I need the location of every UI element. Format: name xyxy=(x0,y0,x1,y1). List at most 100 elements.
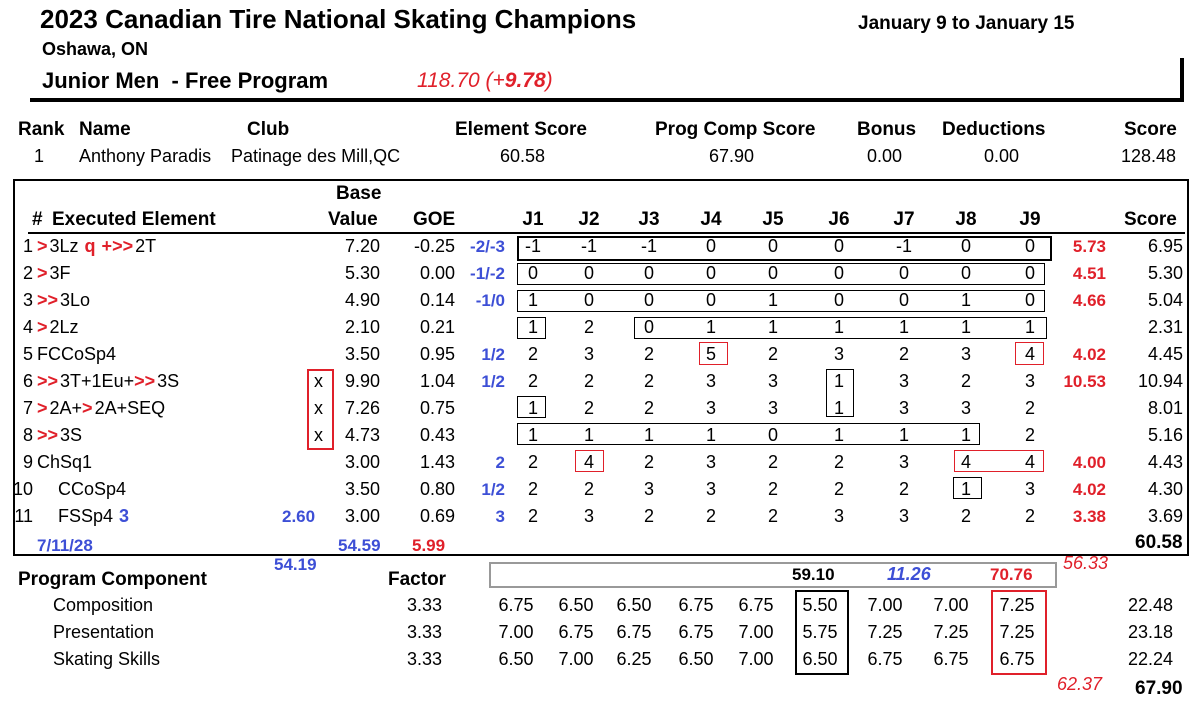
pcs-judge-j2: 6.75 xyxy=(558,622,594,642)
hdr-name: Name xyxy=(79,119,131,140)
hdr-pcs: Prog Comp Score xyxy=(655,119,816,140)
element-mark: >> xyxy=(37,371,59,391)
element-goe: -0.25 xyxy=(413,236,455,256)
element-goe-range: -1/-2 xyxy=(470,264,505,283)
pcs-summary-box xyxy=(489,562,1057,588)
summary-bonus: 0.00 xyxy=(867,146,903,166)
judge-mark-j7: 3 xyxy=(898,452,909,472)
judge-mark-j9: 3 xyxy=(1024,371,1035,391)
box-row9-j8-j9 xyxy=(954,450,1044,472)
judge-mark-j2: -1 xyxy=(580,236,597,256)
element-num: 8 xyxy=(22,425,33,445)
pcs-row-factor: 3.33 xyxy=(407,622,443,642)
judge-header-9: J9 xyxy=(1019,209,1041,230)
element-goe-range: 1/2 xyxy=(481,480,505,499)
pcs-box-j6 xyxy=(795,590,849,675)
judge-mark-j3: 2 xyxy=(643,344,654,364)
hdr-base-1: Base xyxy=(336,183,382,204)
hdr-element-score: Element Score xyxy=(455,119,587,140)
element-goe: 0.95 xyxy=(419,344,455,364)
pcs-judge-j4: 6.75 xyxy=(678,622,714,642)
pcs-row-factor: 3.33 xyxy=(407,595,443,615)
judge-mark-j1: -1 xyxy=(524,236,541,256)
pcs-judge-j5: 6.75 xyxy=(738,595,774,615)
pcs-box-j9 xyxy=(991,590,1047,675)
pcs-judge-j1: 6.50 xyxy=(498,649,534,669)
element-mark: > xyxy=(37,263,48,283)
pcs-side-value: 56.33 xyxy=(1063,553,1109,573)
element-pre-value: 2.60 xyxy=(282,507,316,526)
element-code: 3F xyxy=(49,263,71,283)
judge-header-7: J7 xyxy=(893,209,915,230)
summary-name: Anthony Paradis xyxy=(79,146,212,166)
pcs-factor-label: Factor xyxy=(388,569,447,590)
pcs-row-factor: 3.33 xyxy=(407,649,443,669)
base-total: 54.59 xyxy=(338,536,381,555)
summary-pcs: 67.90 xyxy=(709,146,755,166)
judge-mark-j6: 0 xyxy=(833,263,844,283)
judge-header-2: J2 xyxy=(578,209,600,230)
element-goe: 1.43 xyxy=(419,452,455,472)
element-score: 10.94 xyxy=(1137,371,1183,391)
element-x-marker: x xyxy=(314,371,323,391)
pcs-box-a: 59.10 xyxy=(792,565,835,584)
pcs-judge-j5: 7.00 xyxy=(738,649,774,669)
hdr-score: Score xyxy=(1124,119,1177,140)
judge-mark-j4: 0 xyxy=(705,236,716,256)
judge-mark-j4: 3 xyxy=(705,371,716,391)
element-num: 3 xyxy=(22,290,33,310)
element-num: 7 xyxy=(22,398,33,418)
hdr-goe: GOE xyxy=(413,209,456,230)
hdr-rank: Rank xyxy=(18,119,65,140)
element-score: 2.31 xyxy=(1147,317,1183,337)
box-row1 xyxy=(517,236,1052,261)
judge-mark-j1: 2 xyxy=(527,452,538,472)
pcs-judge-j6: 5.50 xyxy=(802,595,838,615)
judge-header-6: J6 xyxy=(828,209,850,230)
element-num: 6 xyxy=(22,371,33,391)
reference-score-diff: 9.78 xyxy=(504,69,546,92)
element-goe: 1.04 xyxy=(419,371,455,391)
element-score: 8.01 xyxy=(1147,398,1183,418)
judge-mark-j5: 1 xyxy=(767,317,778,337)
judge-mark-j1: 2 xyxy=(527,371,538,391)
header-rule-corner xyxy=(1180,58,1184,102)
box-row2 xyxy=(517,263,1045,285)
judge-mark-j7: 2 xyxy=(898,479,909,499)
judge-mark-j8: 2 xyxy=(960,506,971,526)
element-name: >2Lz xyxy=(37,318,79,336)
element-code: CCoSp4 xyxy=(58,479,127,499)
judge-mark-j7: 1 xyxy=(898,425,909,445)
judge-mark-j9: 4 xyxy=(1024,452,1035,472)
judge-mark-j9: 0 xyxy=(1024,236,1035,256)
judge-mark-j5: 0 xyxy=(767,263,778,283)
element-alt-score: 10.53 xyxy=(1063,372,1106,391)
element-score: 6.95 xyxy=(1147,236,1183,256)
elements-frame xyxy=(13,179,1189,556)
judge-mark-j6: 1 xyxy=(833,398,844,418)
pcs-judge-j4: 6.75 xyxy=(678,595,714,615)
element-code-2: 2T xyxy=(135,236,157,256)
element-base-value: 5.30 xyxy=(344,263,380,283)
judge-mark-j2: 0 xyxy=(583,290,594,310)
judge-mark-j2: 2 xyxy=(583,317,594,337)
judge-mark-j3: 0 xyxy=(643,317,654,337)
element-name: FCCoSp4 xyxy=(37,345,116,363)
judge-mark-j3: 2 xyxy=(643,398,654,418)
judge-mark-j8: 0 xyxy=(960,263,971,283)
element-goe: 0.43 xyxy=(419,425,455,445)
judge-mark-j3: 0 xyxy=(643,290,654,310)
element-alt-score: 4.02 xyxy=(1072,480,1106,499)
judge-mark-j1: 2 xyxy=(527,506,538,526)
pcs-box-b: 11.26 xyxy=(887,564,931,584)
judge-mark-j5: 0 xyxy=(767,236,778,256)
pcs-judge-j8: 7.25 xyxy=(933,622,969,642)
element-num: 10 xyxy=(12,479,33,499)
element-name: ChSq1 xyxy=(37,453,92,471)
hdr-club: Club xyxy=(247,119,290,140)
pcs-judge-j1: 6.75 xyxy=(498,595,534,615)
element-name: CCoSp4 xyxy=(58,480,126,498)
event-location: Oshawa, ON xyxy=(42,39,149,59)
judge-mark-j5: 3 xyxy=(767,398,778,418)
element-code: FSSp4 xyxy=(58,506,114,526)
